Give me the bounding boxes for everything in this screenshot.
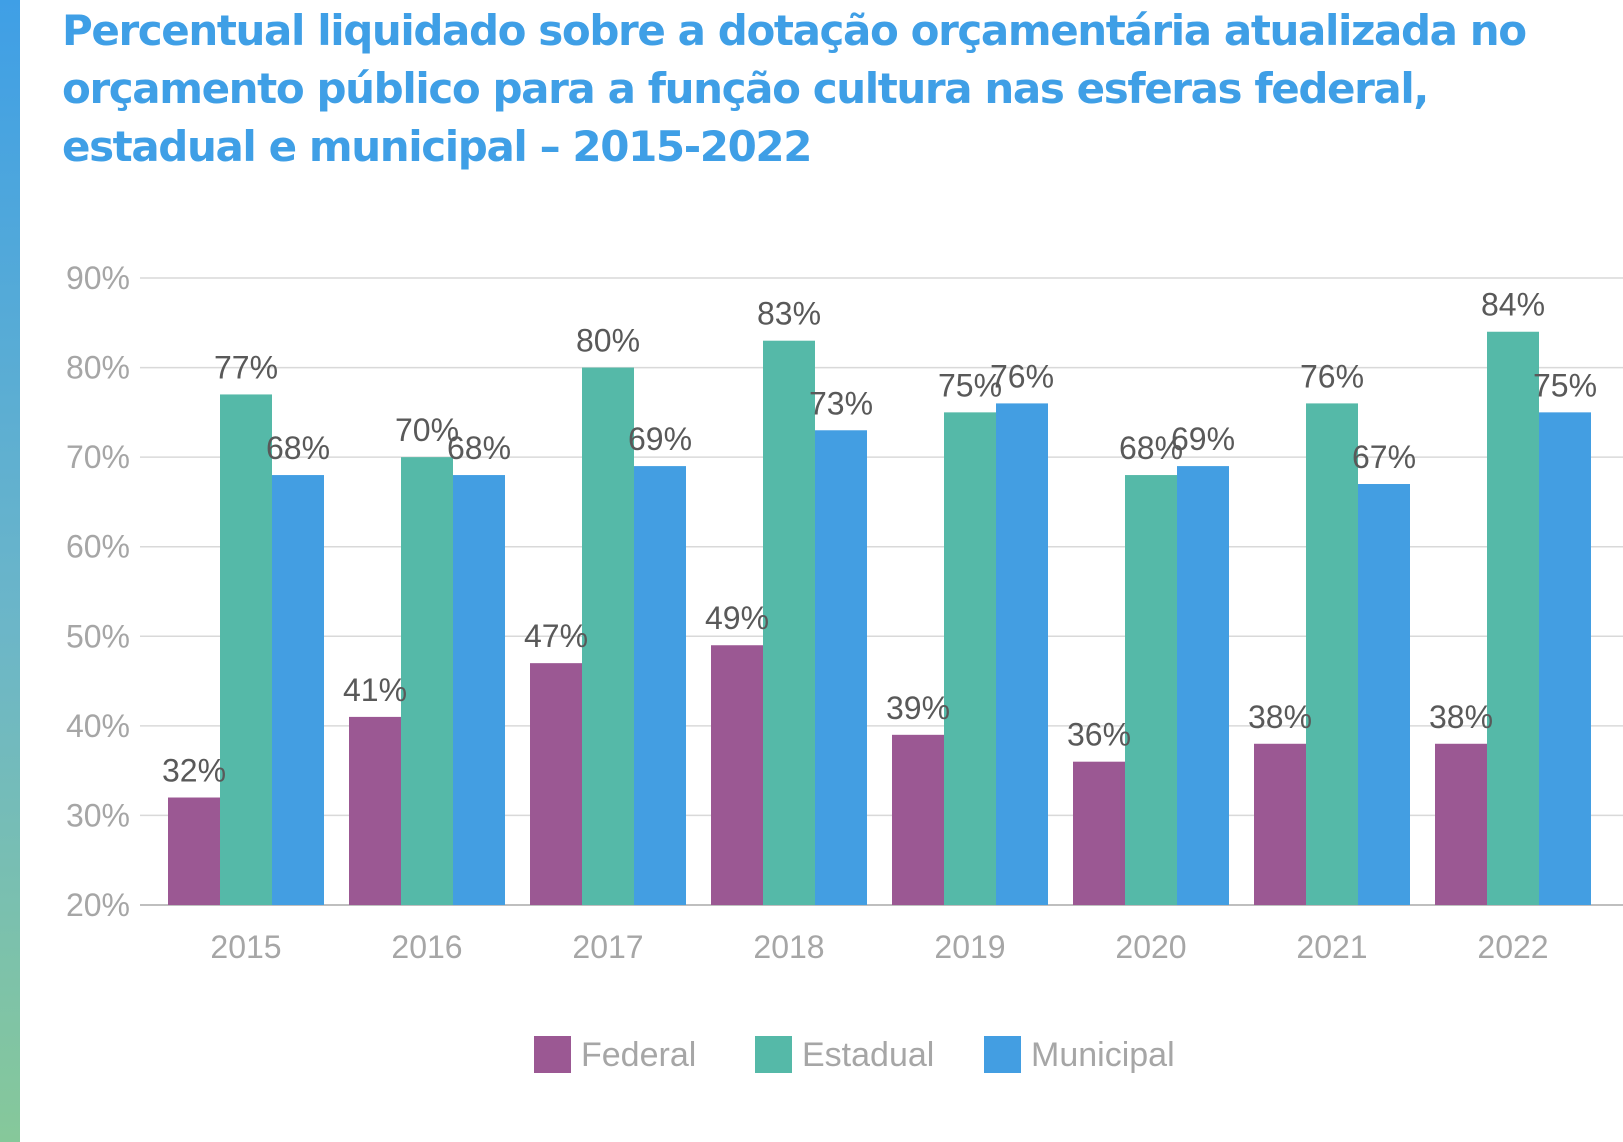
bar-municipal-2016: [453, 475, 505, 905]
legend-swatch-municipal: [984, 1036, 1021, 1073]
side-accent-bar: [0, 0, 20, 1142]
bar-municipal-2017: [634, 466, 686, 905]
bar-municipal-2018: [815, 430, 867, 905]
bar-municipal-2020: [1177, 466, 1229, 905]
bar-federal-2017: [530, 663, 582, 905]
legend-swatch-estadual: [755, 1036, 792, 1073]
bar-federal-2021: [1254, 743, 1306, 905]
bar-estadual-2020: [1125, 475, 1177, 905]
chart-title: Percentual liquidado sobre a dotação orç…: [62, 6, 1527, 171]
data-label-federal-2019: 39%: [886, 690, 950, 726]
y-tick-label: 50%: [66, 618, 130, 654]
y-tick-label: 60%: [66, 529, 130, 565]
data-label-municipal-2016: 68%: [447, 430, 511, 466]
data-label-federal-2015: 32%: [162, 753, 226, 789]
data-label-estadual-2018: 83%: [757, 296, 821, 332]
x-tick-label-2019: 2019: [934, 929, 1005, 965]
data-label-federal-2016: 41%: [343, 672, 407, 708]
data-label-municipal-2017: 69%: [628, 421, 692, 457]
x-tick-label-2021: 2021: [1296, 929, 1367, 965]
bar-estadual-2017: [582, 367, 634, 906]
legend-label-federal: Federal: [581, 1036, 696, 1074]
data-label-municipal-2022: 75%: [1533, 367, 1597, 403]
data-label-municipal-2015: 68%: [266, 430, 330, 466]
bar-federal-2020: [1073, 761, 1125, 905]
bar-federal-2016: [349, 716, 401, 905]
legend-label-municipal: Municipal: [1031, 1036, 1175, 1074]
data-label-estadual-2022: 84%: [1481, 287, 1545, 323]
data-label-estadual-2020: 68%: [1119, 430, 1183, 466]
data-label-estadual-2021: 76%: [1300, 358, 1364, 394]
bar-estadual-2019: [944, 412, 996, 905]
bar-estadual-2016: [401, 457, 453, 905]
data-label-estadual-2016: 70%: [395, 412, 459, 448]
bar-estadual-2022: [1487, 331, 1539, 905]
data-label-estadual-2017: 80%: [576, 323, 640, 359]
x-tick-label-2020: 2020: [1115, 929, 1186, 965]
data-label-estadual-2015: 77%: [214, 349, 278, 385]
bar-municipal-2019: [996, 403, 1048, 905]
data-label-estadual-2019: 75%: [938, 367, 1002, 403]
x-tick-label-2015: 2015: [210, 929, 281, 965]
y-tick-label: 70%: [66, 439, 130, 475]
x-tick-label-2016: 2016: [391, 929, 462, 965]
y-tick-label: 30%: [66, 797, 130, 833]
data-label-federal-2018: 49%: [705, 600, 769, 636]
data-label-municipal-2020: 69%: [1171, 421, 1235, 457]
y-tick-label: 40%: [66, 708, 130, 744]
x-tick-label-2018: 2018: [753, 929, 824, 965]
bar-federal-2019: [892, 734, 944, 905]
bar-federal-2022: [1435, 743, 1487, 905]
data-label-municipal-2018: 73%: [809, 385, 873, 421]
y-tick-label: 80%: [66, 350, 130, 386]
legend-label-estadual: Estadual: [802, 1036, 934, 1074]
x-tick-label-2017: 2017: [572, 929, 643, 965]
data-label-municipal-2021: 67%: [1352, 439, 1416, 475]
data-label-federal-2021: 38%: [1248, 699, 1312, 735]
data-label-municipal-2019: 76%: [990, 358, 1054, 394]
data-label-federal-2022: 38%: [1429, 699, 1493, 735]
y-tick-label: 90%: [66, 260, 130, 296]
bar-municipal-2021: [1358, 484, 1410, 905]
bar-estadual-2021: [1306, 403, 1358, 905]
bar-federal-2018: [711, 645, 763, 905]
data-label-federal-2017: 47%: [524, 618, 588, 654]
bar-municipal-2015: [272, 475, 324, 905]
legend-swatch-federal: [534, 1036, 571, 1073]
bar-federal-2015: [168, 797, 220, 905]
bar-estadual-2015: [220, 394, 272, 905]
data-label-federal-2020: 36%: [1067, 717, 1131, 753]
bar-estadual-2018: [763, 340, 815, 905]
x-tick-label-2022: 2022: [1477, 929, 1548, 965]
y-tick-label: 20%: [66, 887, 130, 923]
bar-municipal-2022: [1539, 412, 1591, 905]
